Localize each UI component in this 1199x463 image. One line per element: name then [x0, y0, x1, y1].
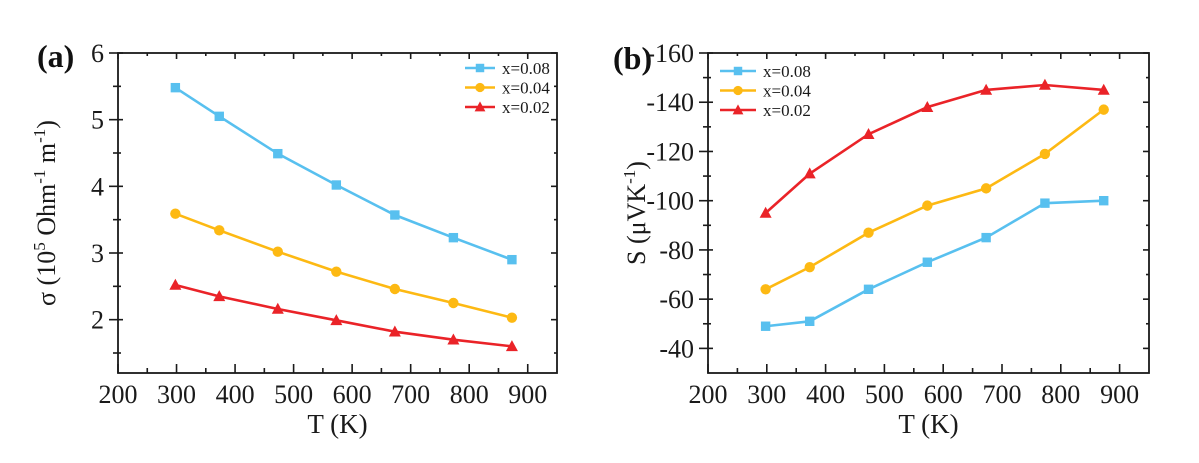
legend-label: x=0.08 [763, 62, 811, 81]
marker-square [733, 66, 743, 76]
x-tick-label: 300 [157, 380, 196, 409]
marker-square [760, 321, 771, 331]
marker-triangle [271, 302, 284, 314]
marker-circle [804, 261, 815, 273]
x-tick-label: 800 [450, 380, 489, 409]
x-tick-label: 700 [983, 380, 1022, 409]
legend-label: x=0.08 [502, 59, 550, 78]
marker-circle [331, 266, 342, 277]
x-tick-label: 500 [865, 380, 904, 409]
series-line-x=0.02 [175, 283, 513, 348]
marker-circle [448, 297, 459, 309]
marker-square [170, 82, 181, 93]
x-tick-label: 700 [391, 380, 430, 409]
y-tick-label: -140 [646, 88, 694, 117]
marker-square [273, 148, 283, 159]
x-tick-label: 600 [924, 380, 963, 409]
y-tick-label: 2 [91, 306, 104, 335]
marker-circle [980, 183, 992, 194]
y-tick-label: -80 [659, 236, 694, 265]
x-tick-label: 600 [333, 380, 372, 409]
marker-square [922, 257, 933, 267]
panel-label-a: (a) [37, 38, 75, 74]
marker-triangle [1038, 78, 1051, 90]
marker-square [981, 232, 991, 243]
x-axis-title: T (K) [307, 409, 367, 439]
marker-triangle [921, 100, 934, 112]
marker-circle [272, 246, 283, 257]
marker-triangle [474, 101, 486, 112]
marker-triangle [732, 104, 744, 115]
marker-circle [922, 200, 933, 211]
marker-triangle [505, 340, 518, 352]
marker-square [390, 210, 400, 220]
marker-triangle [169, 278, 182, 290]
marker-square [214, 111, 224, 122]
marker-circle [506, 312, 518, 323]
marker-triangle [1097, 83, 1110, 95]
x-tick-label: 900 [1100, 380, 1139, 409]
marker-square [1099, 195, 1109, 206]
x-tick-label: 800 [1041, 380, 1080, 409]
marker-triangle [447, 333, 460, 345]
y-axis-title: σ (105 Ohm-1 m-1) [30, 120, 61, 306]
marker-triangle [759, 206, 772, 218]
marker-square [1040, 198, 1050, 208]
y-tick-label: 3 [91, 239, 104, 268]
series-line-x=0.04 [765, 108, 1105, 291]
panel-label-b: (b) [613, 40, 653, 76]
y-tick-label: -120 [646, 137, 694, 166]
y-tick-label: -60 [659, 285, 694, 314]
x-tick-label: 200 [99, 380, 138, 409]
y-tick-label: -160 [646, 39, 694, 68]
y-tick-label: -100 [646, 187, 694, 216]
marker-circle [1098, 104, 1109, 115]
x-axis-title: T (K) [898, 409, 958, 439]
marker-circle [170, 208, 181, 219]
plot-frame [707, 52, 1150, 374]
x-tick-label: 900 [508, 380, 547, 409]
marker-circle [1039, 148, 1051, 160]
chart-panel: 200 300 400 500 600 700 800 900 -160 -140 -120 -100… [620, 39, 1150, 439]
marker-triangle [330, 314, 343, 326]
marker-square [475, 63, 485, 73]
y-tick-label: 5 [91, 106, 104, 135]
marker-triangle [213, 290, 226, 302]
x-tick-label: 300 [747, 380, 786, 409]
legend-label: x=0.02 [502, 98, 550, 117]
marker-square [448, 232, 459, 243]
marker-square [331, 180, 342, 190]
marker-square [507, 254, 517, 265]
marker-triangle [803, 167, 816, 179]
legend-label: x=0.02 [763, 101, 811, 120]
series-line-x=0.04 [174, 212, 513, 319]
chart-panel: 200 300 400 500 600 700 800 90023456x=0.08x=0.0… [30, 39, 558, 439]
marker-circle [475, 82, 485, 93]
marker-triangle [388, 325, 401, 337]
marker-triangle [980, 83, 993, 95]
marker-circle [863, 227, 874, 238]
y-tick-label: 4 [91, 172, 104, 201]
marker-circle [760, 284, 771, 295]
marker-circle [389, 283, 401, 295]
y-tick-label: 6 [91, 39, 104, 68]
y-axis-title: S (μVK-1) [620, 161, 651, 265]
y-tick-label: -40 [659, 334, 694, 363]
marker-triangle [862, 128, 875, 140]
marker-circle [214, 225, 225, 236]
x-tick-label: 500 [274, 380, 313, 409]
x-tick-label: 200 [689, 380, 728, 409]
x-tick-label: 400 [806, 380, 845, 409]
plot-frame [117, 52, 558, 374]
marker-square [863, 284, 874, 295]
legend-label: x=0.04 [502, 79, 550, 98]
x-tick-label: 400 [216, 380, 255, 409]
marker-circle [733, 85, 743, 96]
marker-square [805, 316, 815, 327]
legend-label: x=0.04 [763, 82, 811, 101]
